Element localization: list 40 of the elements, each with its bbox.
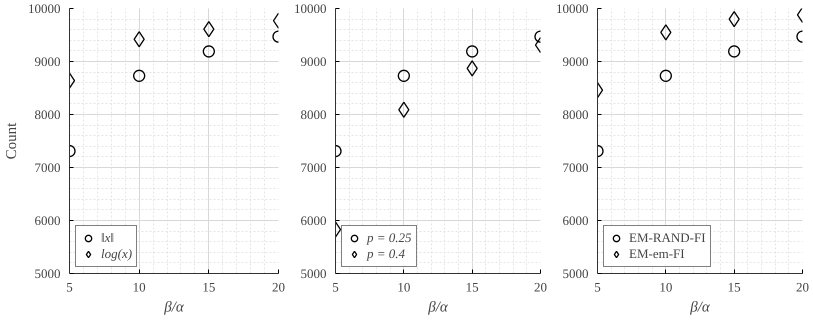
x-tick-label: 15 xyxy=(466,280,479,294)
y-tick-label: 9000 xyxy=(300,54,326,69)
y-tick-label: 6000 xyxy=(34,213,60,228)
x-axis-title: β/α xyxy=(689,300,711,316)
legend-label: log(x) xyxy=(101,246,132,262)
legend-label: EM-RAND-FI xyxy=(629,230,706,246)
y-tick-label: 5000 xyxy=(34,266,60,281)
x-tick-label: 15 xyxy=(202,280,216,294)
y-tick-label: 5000 xyxy=(562,266,588,281)
y-tick-label: 8000 xyxy=(562,107,588,122)
y-tick-label: 9000 xyxy=(34,54,60,69)
x-tick-label: 20 xyxy=(534,280,547,294)
x-tick-label: 10 xyxy=(659,280,672,294)
y-tick-label: 8000 xyxy=(300,107,326,122)
x-axis-title: β/α xyxy=(163,300,185,316)
x-axis-title: β/α xyxy=(427,300,449,316)
x-tick-label: 5 xyxy=(594,280,601,294)
x-tick-label: 10 xyxy=(132,280,146,294)
y-tick-label: 7000 xyxy=(34,160,60,175)
x-tick-label: 10 xyxy=(397,280,410,294)
x-tick-label: 20 xyxy=(796,280,809,294)
y-axis-title: Count xyxy=(4,122,20,160)
y-tick-label: 10000 xyxy=(28,1,60,16)
y-tick-label: 6000 xyxy=(562,213,588,228)
legend-label: p = 0.4 xyxy=(367,246,406,262)
y-tick-label: 8000 xyxy=(34,107,60,122)
legend-label: EM-em-FI xyxy=(629,246,685,262)
x-tick-label: 20 xyxy=(272,280,285,294)
y-tick-label: 6000 xyxy=(300,213,326,228)
y-tick-label: 5000 xyxy=(300,266,326,281)
x-tick-label: 5 xyxy=(66,280,73,294)
x-tick-label: 15 xyxy=(728,280,741,294)
y-tick-label: 9000 xyxy=(562,54,588,69)
legend-label: ‖x‖ xyxy=(101,230,116,246)
x-tick-label: 5 xyxy=(332,280,339,294)
y-tick-label: 7000 xyxy=(300,160,326,175)
y-tick-label: 7000 xyxy=(562,160,588,175)
y-tick-label: 10000 xyxy=(294,1,326,16)
y-tick-label: 10000 xyxy=(556,1,588,16)
legend-label: p = 0.25 xyxy=(367,230,412,246)
